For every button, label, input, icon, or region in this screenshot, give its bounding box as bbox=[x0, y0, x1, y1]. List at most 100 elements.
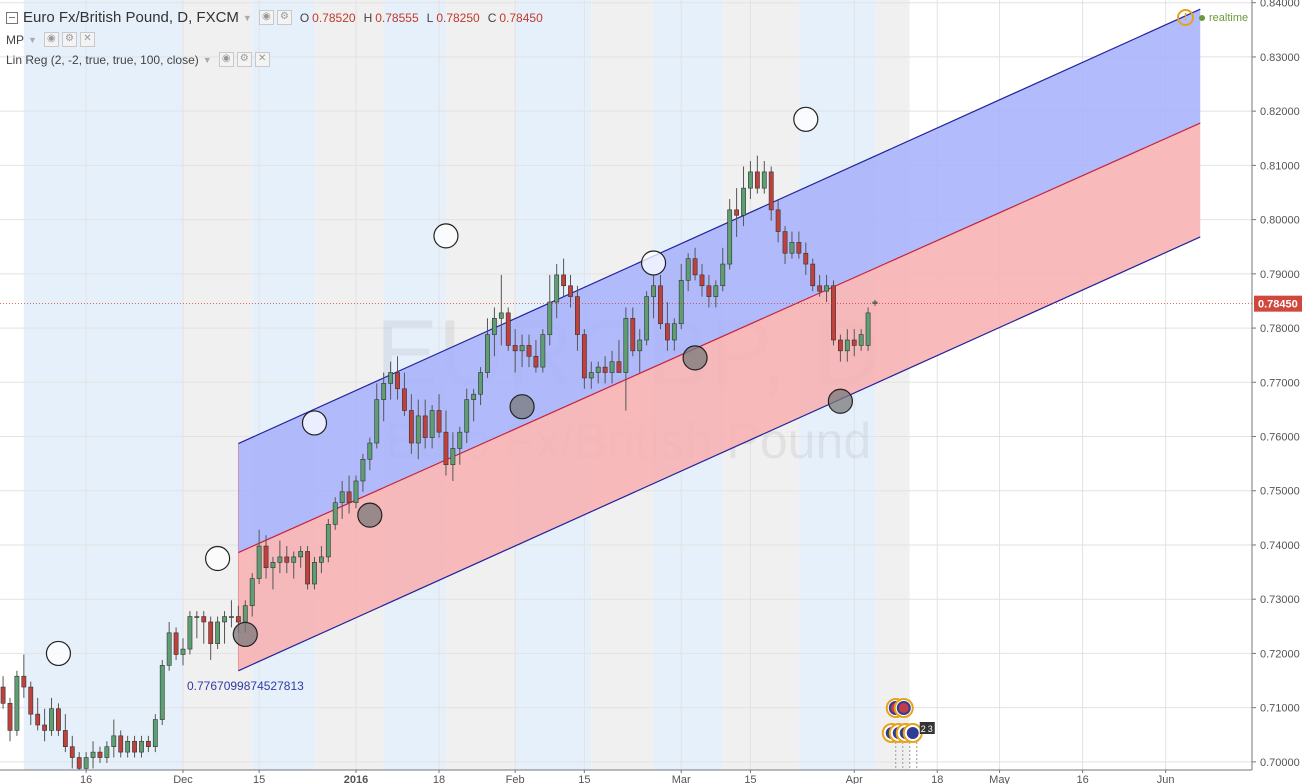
candle-body[interactable] bbox=[637, 339, 643, 352]
candle-body[interactable] bbox=[277, 556, 283, 563]
candle-body[interactable] bbox=[235, 616, 241, 623]
candle-body[interactable] bbox=[602, 366, 608, 373]
chevron-down-icon[interactable]: ▼ bbox=[28, 34, 37, 45]
candle-body[interactable] bbox=[28, 686, 34, 715]
candle-body[interactable] bbox=[858, 334, 864, 346]
candle-body[interactable] bbox=[146, 740, 151, 747]
close-icon[interactable]: ✕ bbox=[254, 52, 270, 67]
candle-body[interactable] bbox=[152, 719, 158, 747]
candle-body[interactable] bbox=[422, 415, 428, 438]
realtime-status[interactable]: ! realtime bbox=[1177, 9, 1248, 26]
candle-body[interactable] bbox=[803, 252, 809, 265]
chevron-down-icon[interactable]: ▼ bbox=[242, 12, 252, 23]
candle-body[interactable] bbox=[229, 616, 234, 618]
candle-body[interactable] bbox=[519, 345, 525, 352]
candle-body[interactable] bbox=[450, 448, 456, 466]
candle-body[interactable] bbox=[35, 713, 41, 726]
candle-body[interactable] bbox=[208, 621, 214, 644]
candle-body[interactable] bbox=[305, 551, 310, 585]
candle-body[interactable] bbox=[720, 263, 726, 287]
candle-body[interactable] bbox=[353, 480, 359, 503]
candle-body[interactable] bbox=[471, 393, 477, 400]
candle-body[interactable] bbox=[415, 415, 421, 444]
candle-body[interactable] bbox=[42, 724, 47, 731]
candle-body[interactable] bbox=[796, 242, 802, 254]
candle-body[interactable] bbox=[782, 231, 788, 254]
candle-body[interactable] bbox=[62, 730, 68, 747]
candle-body[interactable] bbox=[630, 318, 636, 352]
candle-body[interactable] bbox=[671, 323, 677, 341]
candle-body[interactable] bbox=[844, 339, 850, 352]
candle-body[interactable] bbox=[616, 361, 622, 373]
candle-body[interactable] bbox=[374, 399, 380, 444]
candle-body[interactable] bbox=[298, 551, 304, 558]
candle-body[interactable] bbox=[644, 296, 650, 341]
candle-body[interactable] bbox=[651, 285, 656, 297]
candle-body[interactable] bbox=[284, 556, 290, 563]
candle-body[interactable] bbox=[139, 740, 144, 753]
candle-body[interactable] bbox=[159, 665, 165, 720]
legend-indicator-mp[interactable]: MP ▼ ◉ ⚙ ✕ bbox=[6, 32, 95, 47]
candle-body[interactable] bbox=[706, 285, 712, 297]
candle-body[interactable] bbox=[436, 410, 442, 433]
candle-body[interactable] bbox=[429, 410, 435, 438]
candle-body[interactable] bbox=[748, 171, 753, 189]
candle-body[interactable] bbox=[111, 735, 117, 747]
candle-body[interactable] bbox=[242, 605, 248, 623]
candle-body[interactable] bbox=[332, 502, 338, 525]
candle-body[interactable] bbox=[222, 616, 227, 623]
candle-body[interactable] bbox=[568, 285, 573, 297]
candle-body[interactable] bbox=[588, 372, 594, 379]
close-icon[interactable]: ✕ bbox=[79, 32, 95, 47]
candle-body[interactable] bbox=[692, 258, 698, 276]
time-axis[interactable]: Nov16Dec15201618Feb15Mar15Apr18May16Jun bbox=[0, 769, 1303, 784]
candle-body[interactable] bbox=[561, 274, 566, 287]
candle-body[interactable] bbox=[76, 757, 82, 769]
collapse-legend-icon[interactable] bbox=[6, 11, 18, 24]
legend-main-series[interactable]: Euro Fx/British Pound, D, FXCM ▼ ◉ ⚙ O 0… bbox=[6, 9, 543, 26]
candle-body[interactable] bbox=[173, 632, 179, 655]
candle-body[interactable] bbox=[575, 296, 580, 335]
eye-icon[interactable]: ◉ bbox=[218, 52, 234, 67]
candle-body[interactable] bbox=[69, 746, 75, 758]
candle-body[interactable] bbox=[194, 616, 200, 618]
candle-body[interactable] bbox=[132, 740, 137, 753]
candle-body[interactable] bbox=[491, 318, 497, 335]
candle-body[interactable] bbox=[367, 442, 373, 460]
candle-body[interactable] bbox=[526, 345, 532, 357]
candle-body[interactable] bbox=[837, 339, 843, 352]
gear-icon[interactable]: ⚙ bbox=[61, 32, 77, 47]
candle-body[interactable] bbox=[741, 187, 746, 216]
candle-body[interactable] bbox=[118, 735, 124, 753]
candle-body[interactable] bbox=[263, 545, 269, 569]
candle-body[interactable] bbox=[0, 686, 6, 704]
candle-body[interactable] bbox=[187, 616, 193, 650]
candle-body[interactable] bbox=[865, 312, 871, 346]
candle-body[interactable] bbox=[14, 675, 20, 731]
candle-body[interactable] bbox=[402, 388, 407, 411]
candle-body[interactable] bbox=[581, 334, 587, 379]
candle-body[interactable] bbox=[166, 632, 172, 666]
event-count-badge[interactable] bbox=[926, 722, 935, 734]
candle-body[interactable] bbox=[678, 280, 684, 325]
gear-icon[interactable]: ⚙ bbox=[236, 52, 252, 67]
candle-body[interactable] bbox=[464, 399, 470, 433]
candle-body[interactable] bbox=[533, 355, 539, 368]
candle-body[interactable] bbox=[485, 334, 490, 373]
warning-icon[interactable]: ! bbox=[1177, 9, 1194, 26]
candle-body[interactable] bbox=[789, 242, 795, 254]
chevron-down-icon[interactable]: ▼ bbox=[202, 54, 212, 65]
candle-body[interactable] bbox=[512, 345, 518, 352]
candle-body[interactable] bbox=[325, 524, 331, 558]
candle-body[interactable] bbox=[851, 339, 857, 346]
candle-body[interactable] bbox=[125, 740, 131, 753]
candle-body[interactable] bbox=[664, 323, 670, 341]
candle-body[interactable] bbox=[215, 621, 220, 644]
candle-body[interactable] bbox=[90, 751, 96, 758]
candle-body[interactable] bbox=[824, 285, 829, 292]
candle-body[interactable] bbox=[249, 578, 255, 606]
candle-body[interactable] bbox=[727, 209, 733, 265]
candle-body[interactable] bbox=[713, 285, 719, 297]
